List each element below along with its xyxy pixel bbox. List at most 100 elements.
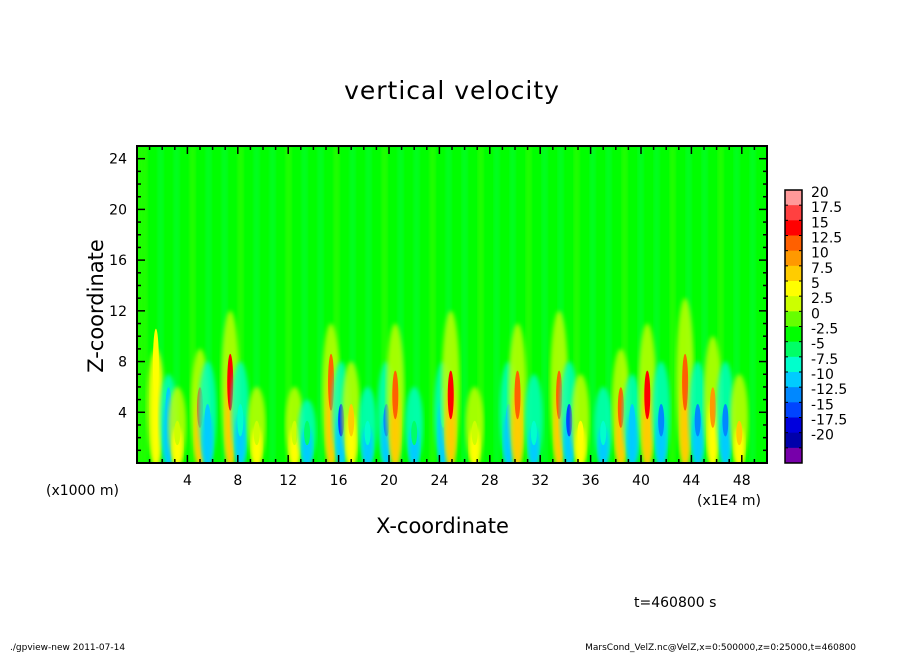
colorbar-swatch [785,311,802,327]
colorbar-swatch [785,387,802,403]
x-tick-label: 28 [481,473,499,489]
x-tick-label: 8 [233,473,242,489]
heatmap-streak [733,146,740,463]
colorbar-swatch [785,235,802,252]
heatmap-streak [653,146,660,463]
heatmap-streak [461,146,468,463]
wave-cell-core [709,387,716,428]
colorbar-label: 12.5 [811,231,842,247]
heatmap-streak [237,146,244,463]
colorbar-label: -20 [811,428,834,444]
x-tick-label: 36 [582,473,600,489]
heatmap-streak [285,146,292,463]
heatmap-streak [477,146,484,463]
wave-cell-core [617,387,624,428]
colorbar-label: -2.5 [811,322,838,338]
y-axis-unit: (x1000 m) [46,483,119,499]
wave-cell-core [152,328,159,398]
heatmap-streak [493,146,500,463]
heatmap-streak [445,146,452,463]
wave-cell-core [644,370,651,420]
wave-cell-core [392,370,399,420]
colorbar-label: 2.5 [811,291,833,307]
colorbar-label: 5 [811,276,820,292]
wave-cell-core [447,370,454,420]
colorbar-swatch [785,190,802,206]
x-tick-label: 12 [279,473,297,489]
heatmap-streak [557,146,564,463]
y-tick-label: 8 [118,355,127,371]
heatmap-streak [189,146,196,463]
heatmap-streak [717,146,724,463]
wave-cell-core [682,353,689,411]
wave-cell [512,387,524,463]
colorbar-label: -12.5 [811,382,847,398]
time-annotation: t=460800 s [634,595,717,611]
wave-cell-core [629,404,636,437]
wave-cell-core [253,420,260,446]
colorbar-swatch [785,326,802,343]
wave-cell-core [600,420,607,446]
heatmap-streak [685,146,692,463]
colorbar-swatch [785,372,802,388]
heatmap-streak [573,146,580,463]
x-tick-label: 20 [380,473,398,489]
heatmap-streak [381,146,388,463]
y-tick-label: 20 [109,202,127,218]
x-tick-label: 44 [682,473,700,489]
wave-cell-core [694,404,701,437]
heatmap-streak [269,146,276,463]
wave-cell-core [530,420,537,446]
colorbar-label: -5 [811,337,825,353]
x-tick-label: 40 [632,473,650,489]
x-tick-label: 4 [183,473,192,489]
wave-cell-core [658,404,665,437]
heatmap-streak [701,146,708,463]
wave-cell [641,387,653,463]
heatmap-streak [637,146,644,463]
heatmap-streak [749,146,756,463]
wave-cell-core [471,420,478,446]
heatmap-streak [669,146,676,463]
heatmap-streak [173,146,180,463]
heatmap-streak [605,146,612,463]
wave-cell-core [566,404,573,437]
wave-cell-core [348,404,355,437]
colorbar-swatch [785,281,802,297]
colorbar-label: 7.5 [811,261,833,277]
colorbar-swatch [785,296,802,312]
wave-cell-core [514,370,521,420]
wave-cell-core [736,420,743,446]
x-tick-label: 32 [531,473,549,489]
heatmap-streak [365,146,372,463]
y-tick-label: 4 [118,405,127,421]
wave-cell-core [411,420,418,446]
wave-cell-core [174,420,181,446]
footer-data-source: MarsCond_VelZ.nc@VelZ,x=0:500000,z=0:250… [585,643,856,653]
colorbar-swatch [785,402,802,418]
colorbar-swatch [785,341,802,358]
heatmap-streak [525,146,532,463]
colorbar-label: 0 [811,306,820,322]
wave-cell [445,387,457,463]
colorbar-label: 17.5 [811,200,842,216]
colorbar-label: 20 [811,185,829,201]
colorbar-label: 15 [811,215,829,231]
x-tick-label: 24 [430,473,448,489]
heatmap-streak [301,146,308,463]
x-tick-label: 16 [330,473,348,489]
wave-cell [389,387,401,463]
colorbar-swatch [785,265,802,282]
wave-cell-core [328,353,335,411]
colorbar-label: -17.5 [811,413,847,429]
wave-cell-core [227,353,234,411]
x-axis-label: X-coordinate [376,514,509,538]
colorbar-label: 10 [811,246,829,262]
y-tick-label: 24 [109,152,127,168]
colorbar-label: -15 [811,397,834,413]
heatmap-streak [541,146,548,463]
heatmap-streak [221,146,228,463]
heatmap-streak [253,146,260,463]
wave-cell-core [577,420,584,446]
